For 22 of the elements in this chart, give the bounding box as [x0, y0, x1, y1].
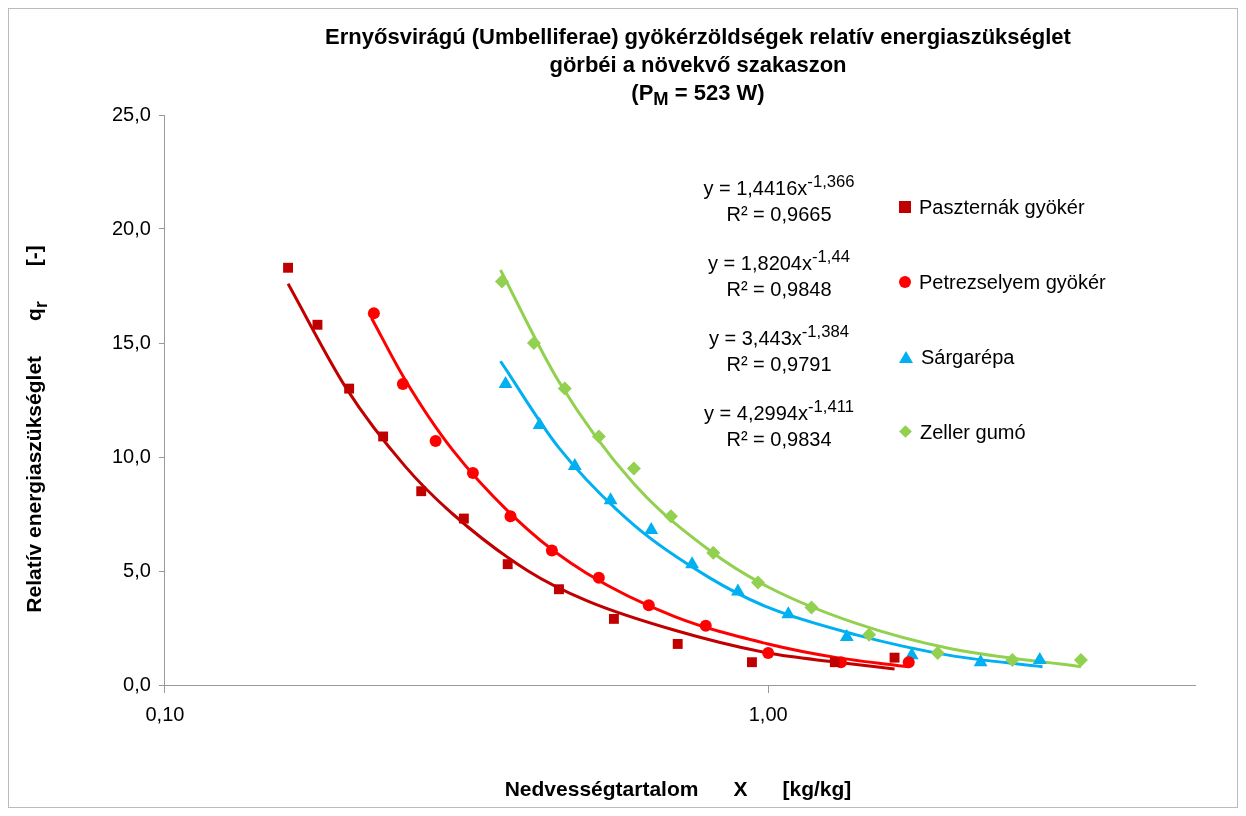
chart-title: Ernyősvirágú (Umbelliferae) gyökérzöldségek relatív energiaszükséglet görbéi a növekvő szakaszon (P$_{M}$ = 523 W)	[324, 23, 1072, 112]
annotation: R² = 0,9848	[725, 276, 833, 302]
legend-label: Paszternák gyökér	[919, 194, 1085, 220]
legend-label: Zeller gumó	[920, 419, 1026, 445]
annotation: R² = 0,9665	[725, 201, 833, 227]
annotation: R² = 0,9791	[725, 351, 833, 377]
y-tick-label: 0,0	[123, 672, 151, 695]
y-tick-label: 20,0	[111, 216, 151, 239]
legend-label: Petrezselyem gyökér	[919, 269, 1106, 295]
y-tick-label: 25,0	[111, 102, 151, 125]
annotation: y = 3,443x$^{-1,384}$	[707, 321, 851, 351]
annotation: R² = 0,9834	[725, 426, 833, 452]
legend-label: Sárgarépa	[921, 344, 1015, 370]
x-tick-label: 0,10	[145, 702, 185, 725]
y-tick-label: 15,0	[111, 330, 151, 353]
annotation: y = 4,2994x$^{-1,411}$	[703, 396, 855, 426]
x-tick-label: 1,00	[748, 702, 788, 725]
annotation: y = 1,8204x$^{-1,44}$	[707, 246, 851, 276]
x-axis-title: Nedvességtartalom X [kg/kg]	[503, 777, 853, 801]
annotation: y = 1,4416x$^{-1,366}$	[702, 171, 856, 201]
y-tick-label: 5,0	[123, 558, 151, 581]
y-tick-label: 10,0	[111, 444, 151, 467]
